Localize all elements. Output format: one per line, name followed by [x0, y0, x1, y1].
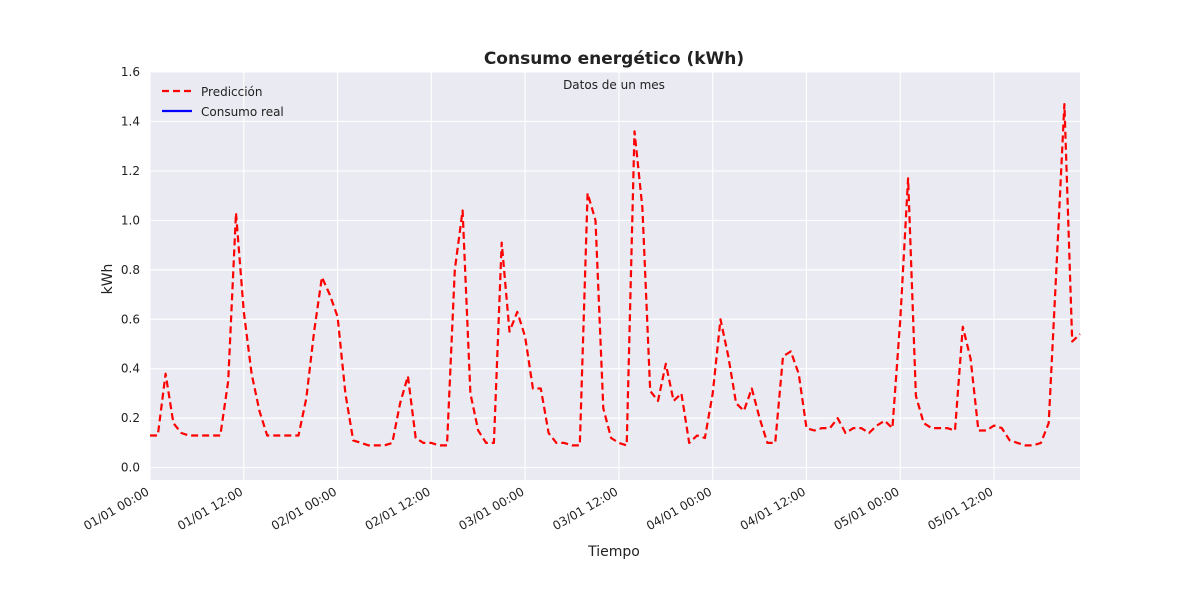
x-tick-label: 04/01 12:00: [738, 484, 808, 533]
y-tick-label: 1.6: [121, 65, 140, 79]
legend: Predicción Consumo real: [162, 85, 284, 119]
y-tick-label: 1.2: [121, 164, 140, 178]
y-tick-label: 0.0: [121, 461, 140, 475]
x-tick-label: 02/01 00:00: [269, 484, 339, 533]
legend-label-prediccion: Predicción: [201, 85, 263, 99]
plot-background: [150, 72, 1080, 480]
x-tick-label: 03/01 12:00: [550, 484, 620, 533]
y-tick-label: 0.8: [121, 263, 140, 277]
x-axis-ticks: 01/01 00:00 01/01 12:00 02/01 00:00 02/01 1…: [81, 484, 995, 533]
x-tick-label: 01/01 00:00: [81, 484, 151, 533]
y-tick-label: 0.6: [121, 312, 140, 326]
x-tick-label: 03/01 00:00: [456, 484, 526, 533]
x-tick-label: 05/01 00:00: [832, 484, 902, 533]
series-line-prediccion: [150, 102, 1081, 447]
x-axis-label: Tiempo: [587, 544, 640, 560]
chart-subtitle: Datos de un mes: [563, 78, 665, 92]
chart-title: Consumo energético (kWh): [484, 49, 744, 69]
y-axis-ticks: 0.0 0.2 0.4 0.6 0.8 1.0 1.2 1.4 1.6: [121, 65, 140, 475]
y-axis-label: kWh: [100, 264, 116, 295]
x-tick-label: 04/01 00:00: [644, 484, 714, 533]
series-layer: [150, 102, 1081, 447]
grid-lines: [149, 71, 1080, 480]
y-tick-label: 0.2: [121, 411, 140, 425]
y-tick-label: 1.0: [121, 213, 140, 227]
y-tick-label: 1.4: [121, 114, 140, 128]
legend-label-consumo-real: Consumo real: [201, 105, 284, 119]
x-tick-label: 05/01 12:00: [925, 484, 995, 533]
y-tick-label: 0.4: [121, 362, 140, 376]
x-tick-label: 01/01 12:00: [175, 484, 245, 533]
x-tick-label: 02/01 12:00: [363, 484, 433, 533]
